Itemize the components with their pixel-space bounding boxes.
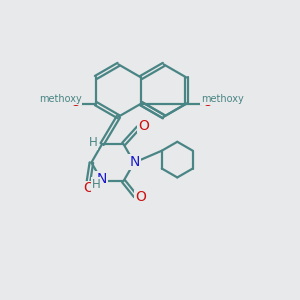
Text: O: O: [138, 118, 149, 133]
Text: N: N: [96, 172, 107, 186]
Text: N: N: [129, 155, 140, 169]
Text: H: H: [92, 178, 100, 191]
Text: O: O: [83, 182, 94, 195]
Text: H: H: [89, 136, 98, 149]
Text: methoxy: methoxy: [39, 94, 82, 104]
Text: O: O: [135, 190, 146, 205]
Text: O: O: [70, 96, 80, 109]
Text: O: O: [202, 96, 212, 109]
Text: methoxy: methoxy: [201, 94, 243, 104]
